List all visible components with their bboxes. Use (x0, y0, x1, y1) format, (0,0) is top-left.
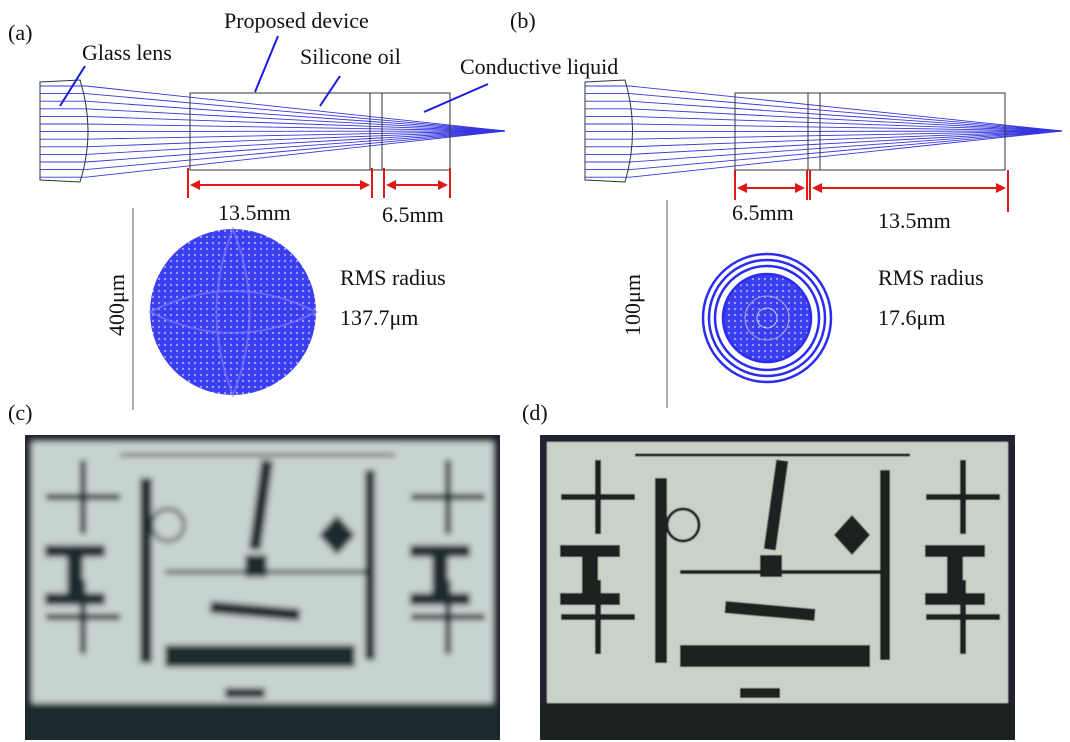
shape (680, 570, 880, 574)
ray (40, 94, 505, 131)
photo (25, 435, 500, 742)
spot-diagram (703, 254, 831, 382)
annotation: Glass lens (82, 40, 172, 65)
ray (585, 131, 1062, 170)
shape (165, 570, 365, 574)
shape (540, 703, 1015, 742)
ray-trace (585, 86, 1062, 177)
shape (740, 688, 780, 698)
shape (680, 645, 870, 667)
annotation: Silicone oil (300, 44, 401, 69)
scale-label: 400μm (104, 274, 129, 336)
annotation: Conductive liquid (460, 54, 618, 79)
panel-label: (a) (8, 20, 32, 45)
shape (365, 470, 375, 660)
shape (25, 703, 500, 742)
shape (165, 645, 355, 667)
page: { "panels": { "a": { "label": "(a)", "an… (0, 0, 1070, 742)
photo (540, 435, 1015, 742)
spot-diagram (150, 229, 316, 395)
ray (40, 131, 505, 154)
rms-label: RMS radius (340, 265, 446, 290)
panel-label: (c) (8, 400, 32, 425)
shape (225, 688, 265, 698)
dimension-label: 13.5mm (878, 208, 951, 233)
annotation: Proposed device (224, 8, 369, 33)
shape (880, 470, 890, 660)
ray (585, 131, 1062, 132)
rms-value: 137.7μm (340, 305, 418, 330)
rms-label: RMS radius (878, 265, 984, 290)
panel-label: (b) (510, 8, 536, 33)
ray-trace (40, 86, 505, 177)
ray (585, 131, 1062, 154)
dimension-label: 6.5mm (382, 202, 444, 227)
scale-label: 100μm (620, 274, 645, 336)
dimension-lines (188, 168, 450, 198)
ray (585, 94, 1062, 131)
dimension-label: 13.5mm (218, 200, 291, 225)
shape (655, 478, 667, 663)
ray (585, 109, 1062, 131)
figure: (a) (b) (c) (d) Glass lens Proposed devi… (0, 0, 1070, 742)
ray (585, 101, 1062, 131)
dimension-label: 6.5mm (732, 200, 794, 225)
ray (40, 131, 505, 132)
rms-value: 17.6μm (878, 305, 945, 330)
shape (140, 478, 152, 663)
panel-label: (d) (522, 400, 548, 425)
ray (40, 131, 505, 170)
ray (40, 109, 505, 131)
